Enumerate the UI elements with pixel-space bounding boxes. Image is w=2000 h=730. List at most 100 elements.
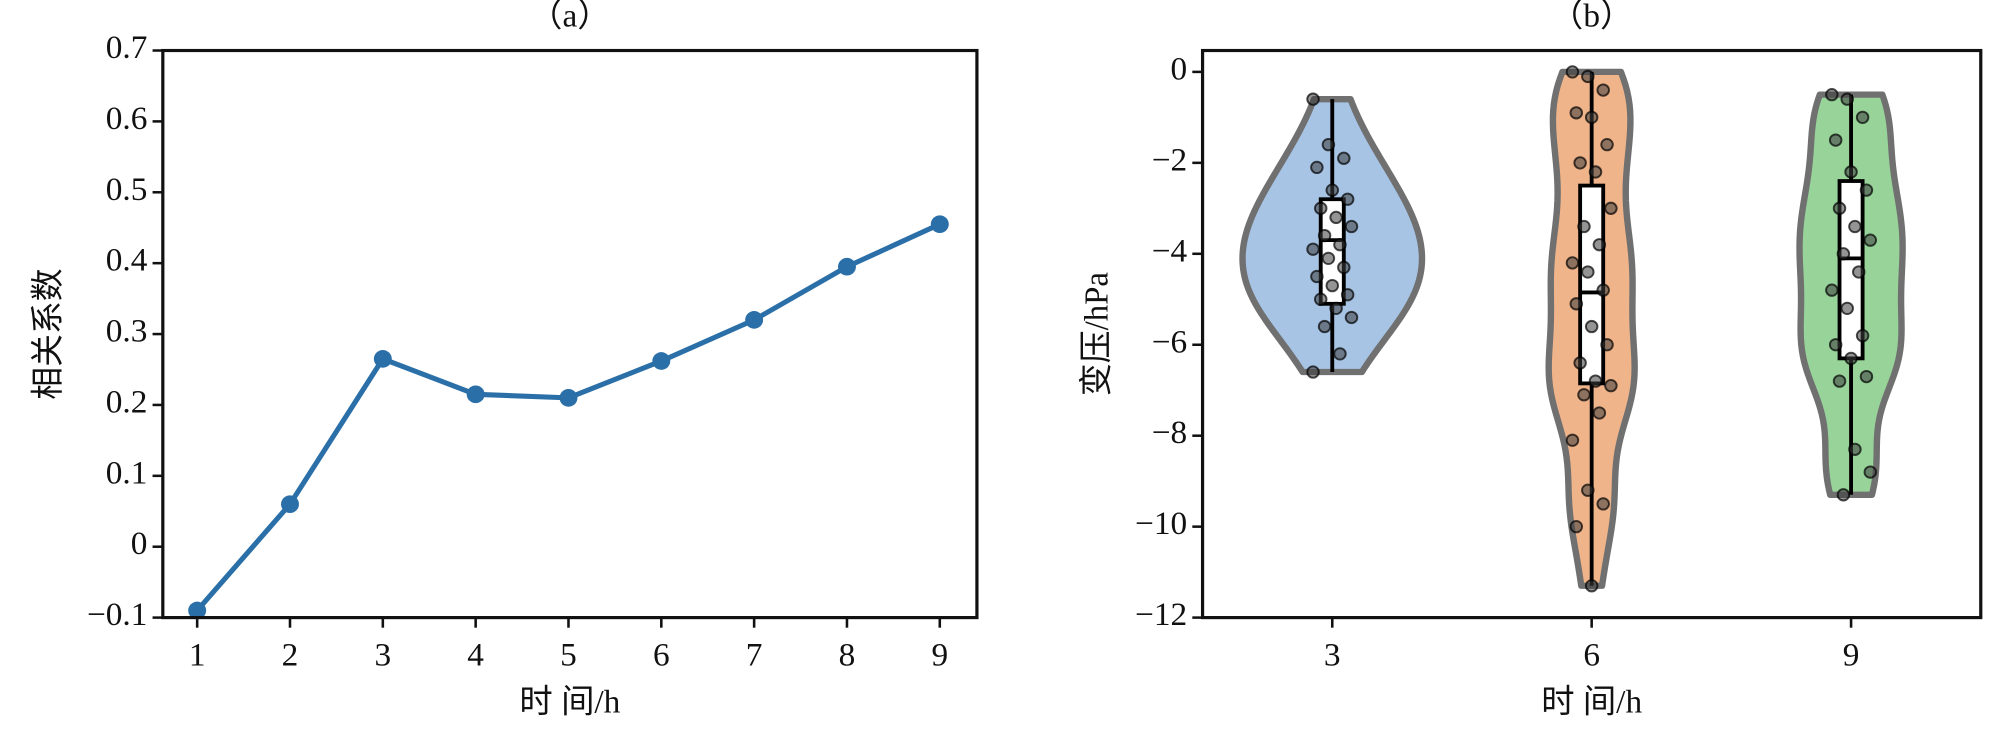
- x-tick-label: 6: [1583, 638, 1600, 674]
- point: [1325, 278, 1339, 293]
- point: [1600, 338, 1614, 352]
- x-axis-label: 时 间/h: [519, 684, 620, 720]
- point: [1604, 201, 1618, 215]
- point: [1321, 138, 1336, 152]
- point: [1310, 160, 1324, 175]
- point: [1584, 319, 1599, 334]
- x-tick-label: 9: [1843, 638, 1860, 674]
- x-tick-label: 4: [467, 638, 484, 674]
- point: [1340, 288, 1355, 302]
- point: [1832, 374, 1847, 388]
- point: [1852, 265, 1866, 279]
- point: [1859, 369, 1874, 384]
- point: [188, 601, 207, 620]
- y-tick-label: 0.7: [106, 30, 148, 66]
- point: [1340, 192, 1355, 206]
- point: [1596, 83, 1610, 97]
- point: [1863, 233, 1878, 247]
- point: [1581, 265, 1595, 279]
- x-tick-label: 2: [282, 638, 299, 674]
- y-tick-label: 0: [1171, 52, 1188, 88]
- point: [1317, 228, 1332, 243]
- point: [1333, 347, 1347, 361]
- axes-frame: [161, 48, 979, 620]
- point: [1596, 283, 1610, 297]
- panel-title: （b）: [1550, 0, 1633, 34]
- point: [1848, 442, 1862, 456]
- x-tick-label: 1: [189, 638, 206, 674]
- point: [1329, 301, 1343, 315]
- point: [1313, 292, 1328, 306]
- point: [1573, 156, 1587, 170]
- point: [1337, 260, 1351, 275]
- point: [1310, 269, 1324, 284]
- point: [1604, 379, 1618, 393]
- point: [1863, 465, 1878, 479]
- point: [1825, 87, 1839, 102]
- point: [373, 350, 392, 368]
- y-axis-label: 变压/hPa: [1078, 272, 1115, 396]
- point: [1844, 165, 1858, 179]
- point: [1329, 210, 1343, 225]
- point: [1825, 283, 1839, 297]
- point: [1344, 310, 1359, 325]
- point: [1325, 183, 1339, 197]
- x-tick-label: 6: [653, 638, 670, 674]
- point: [1855, 110, 1870, 124]
- y-axis-label: 相关系数: [30, 268, 67, 399]
- point: [1565, 256, 1580, 270]
- y-tick-label: 0.6: [106, 101, 148, 137]
- y-tick-label: 0.3: [106, 314, 148, 350]
- point: [1333, 238, 1347, 252]
- point: [559, 389, 578, 407]
- point: [1306, 365, 1320, 379]
- point: [1581, 483, 1595, 497]
- y-tick-label: 0: [131, 526, 148, 562]
- point: [1592, 238, 1607, 252]
- point: [466, 385, 485, 404]
- point: [1855, 329, 1870, 343]
- y-tick-label: −0.1: [87, 597, 147, 633]
- point: [1569, 106, 1584, 120]
- point: [1321, 251, 1336, 265]
- point: [1836, 247, 1851, 261]
- point: [652, 352, 671, 370]
- x-tick-label: 3: [1324, 638, 1341, 674]
- point: [1569, 520, 1584, 534]
- x-tick-label: 8: [839, 638, 856, 674]
- x-axis-label: 时 间/h: [1541, 684, 1642, 720]
- point: [1840, 301, 1854, 315]
- point: [281, 495, 299, 514]
- point: [1600, 138, 1614, 152]
- y-tick-label: −4: [1152, 234, 1188, 270]
- point: [1592, 406, 1607, 420]
- point: [1840, 92, 1854, 106]
- x-tick-label: 9: [931, 638, 948, 674]
- x-tick-label: 5: [560, 638, 577, 674]
- y-tick-label: 0.5: [106, 172, 148, 208]
- y-tick-label: 0.4: [106, 243, 148, 279]
- point: [1306, 92, 1320, 106]
- point: [1832, 201, 1847, 215]
- point: [745, 311, 764, 329]
- y-tick-label: −2: [1152, 143, 1187, 179]
- y-tick-label: 0.1: [106, 456, 148, 492]
- point: [1337, 151, 1351, 165]
- y-tick-label: −8: [1152, 415, 1187, 451]
- point: [1859, 183, 1874, 197]
- x-tick-label: 7: [746, 638, 763, 674]
- point: [1317, 319, 1332, 334]
- point: [1584, 110, 1599, 124]
- point: [1565, 65, 1580, 79]
- point: [1588, 374, 1603, 388]
- point: [1569, 297, 1584, 311]
- y-tick-label: −10: [1135, 506, 1187, 542]
- axes-frame: [1200, 48, 1983, 620]
- point: [1344, 219, 1359, 234]
- point: [1828, 133, 1843, 147]
- point: [1836, 488, 1851, 502]
- point: [1306, 242, 1320, 256]
- y-tick-label: 0.2: [106, 385, 148, 421]
